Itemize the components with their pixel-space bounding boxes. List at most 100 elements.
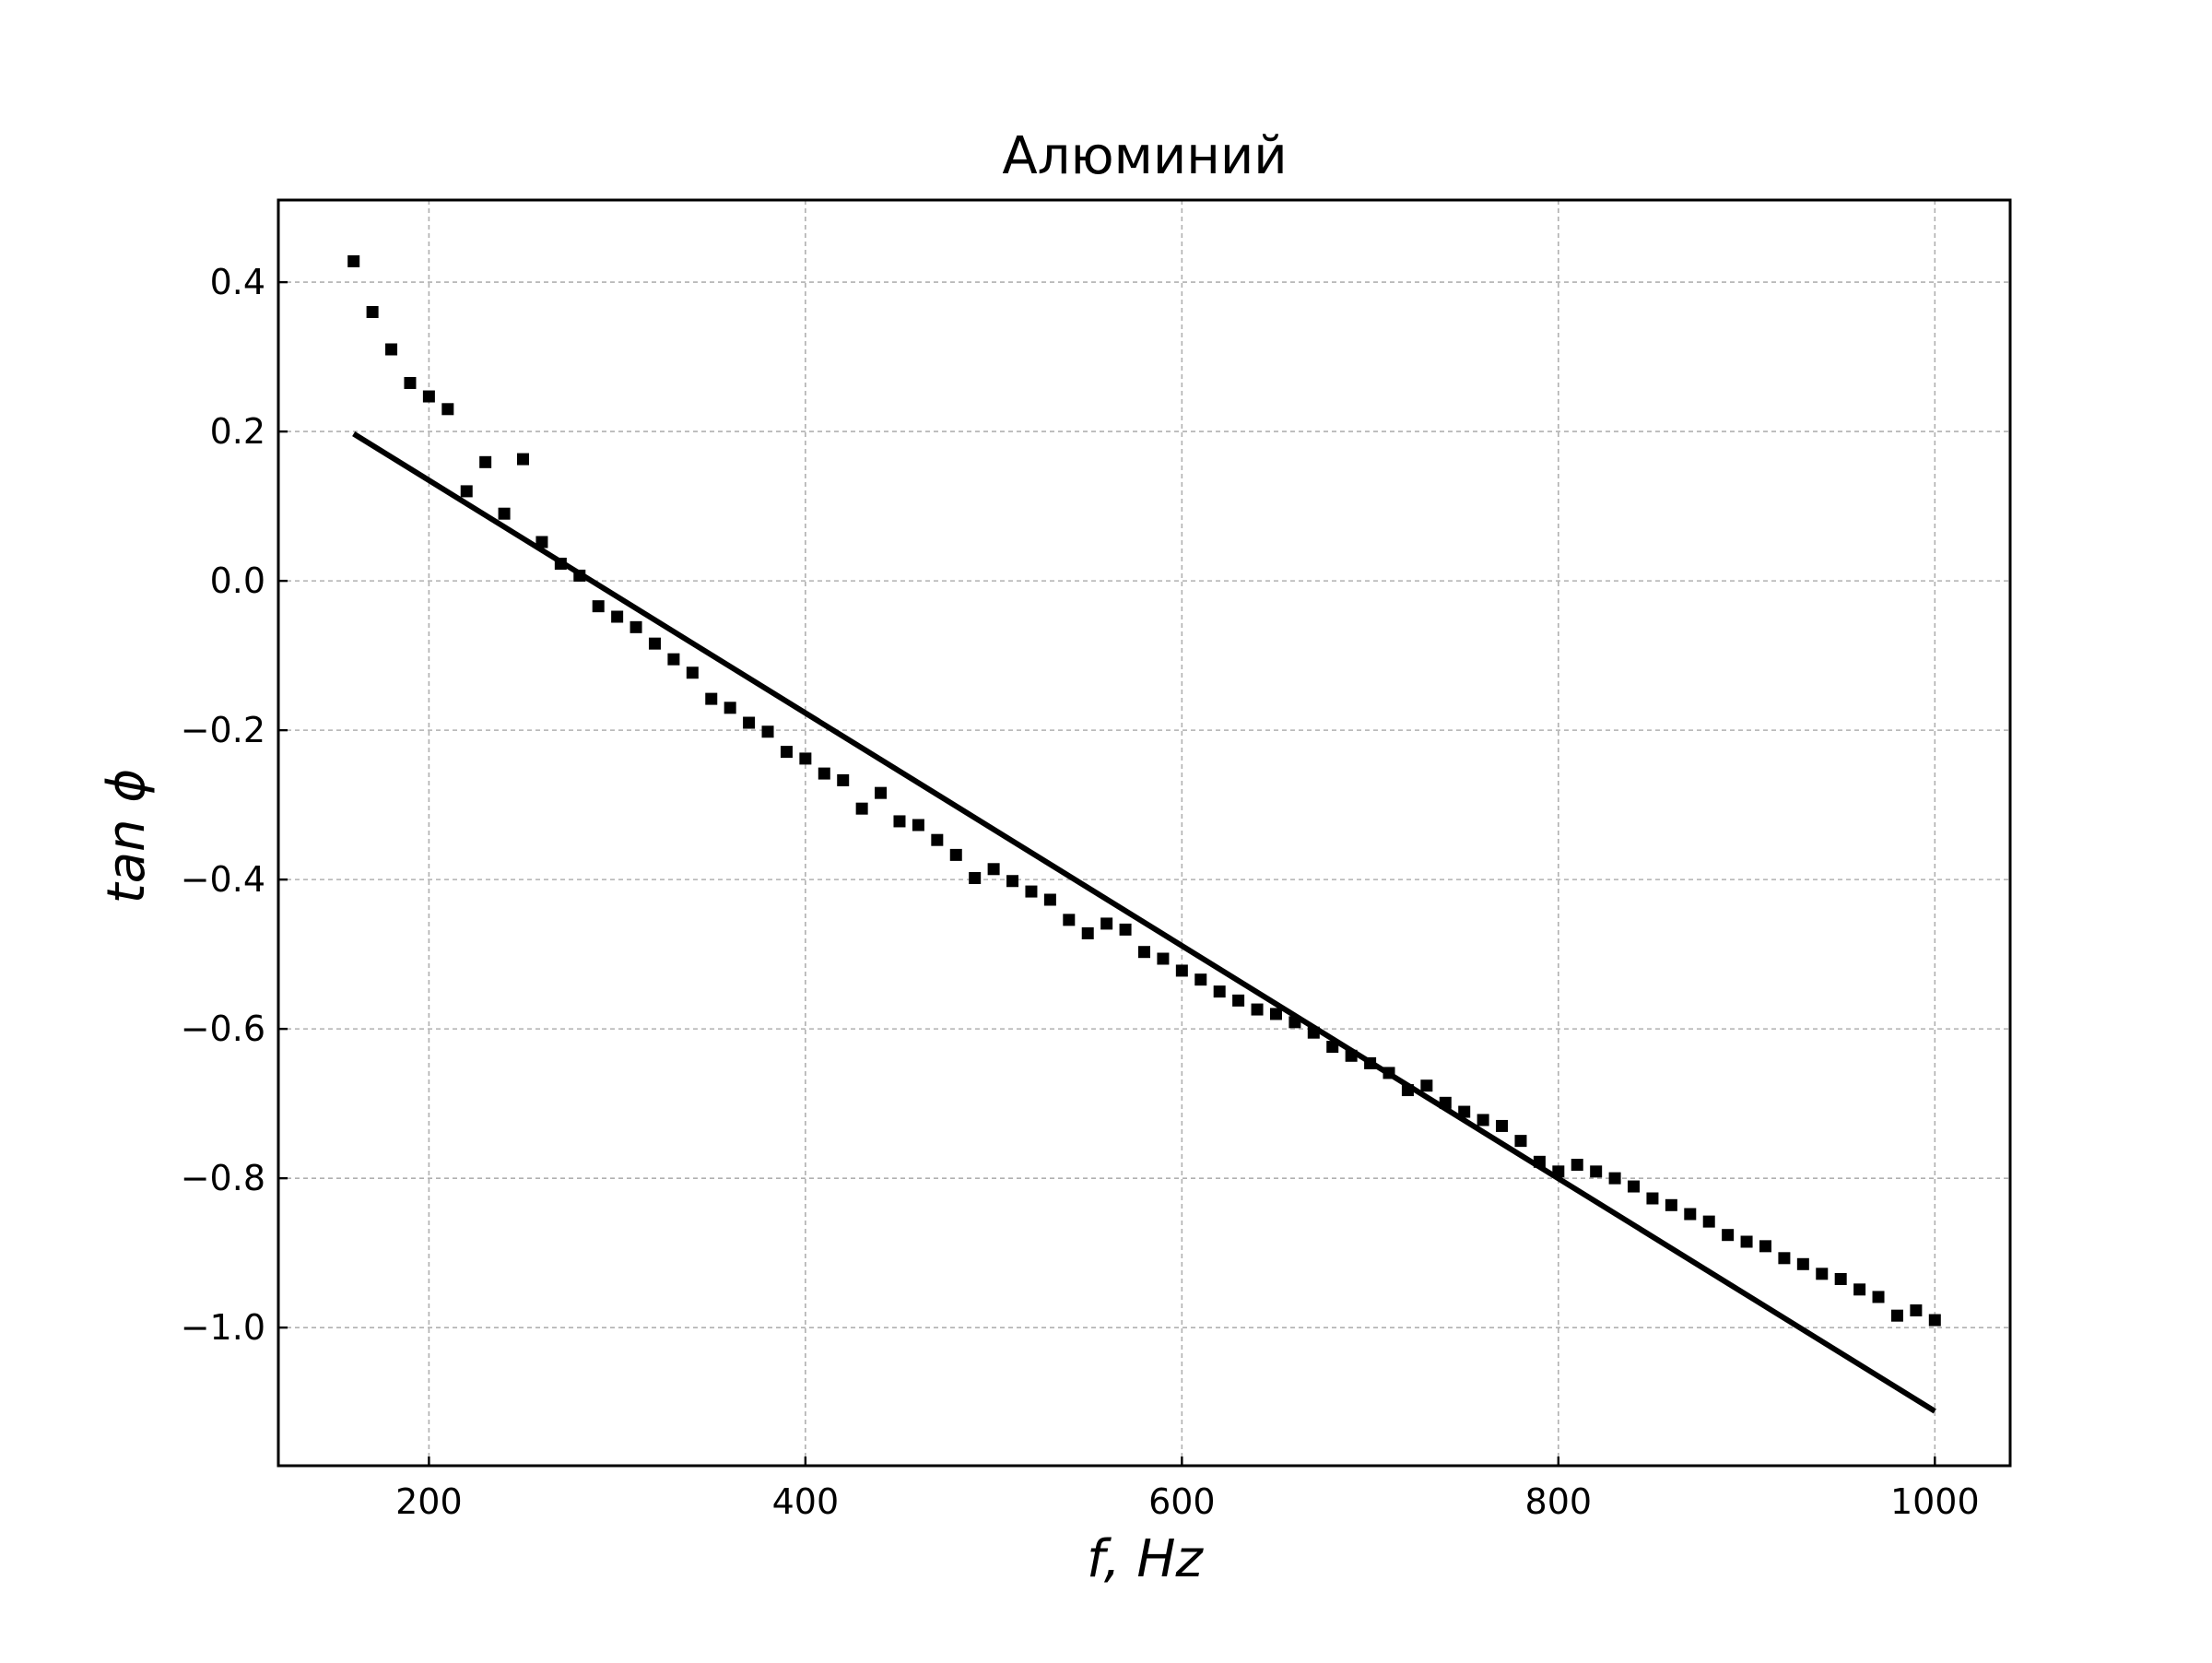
- data-point: [1025, 885, 1038, 898]
- data-point: [1043, 893, 1056, 906]
- data-point: [441, 403, 454, 416]
- data-point: [1269, 1008, 1282, 1020]
- data-point: [1890, 1309, 1903, 1322]
- data-point: [724, 702, 736, 714]
- data-point: [1251, 1003, 1264, 1016]
- data-point: [780, 746, 793, 759]
- y-tick-label: 0.4: [210, 262, 265, 302]
- data-point: [949, 848, 962, 861]
- data-point: [743, 716, 756, 729]
- data-point: [479, 455, 492, 468]
- data-point: [799, 752, 812, 765]
- x-tick-label: 600: [1148, 1481, 1216, 1522]
- fit-line-layer: [352, 430, 1936, 1414]
- data-points: [347, 254, 1941, 1327]
- data-point: [1514, 1135, 1527, 1148]
- data-point: [1702, 1215, 1715, 1228]
- data-point: [1364, 1056, 1377, 1069]
- data-point: [1853, 1283, 1866, 1296]
- data-point: [1307, 1026, 1320, 1039]
- data-point: [1665, 1198, 1677, 1211]
- data-point: [875, 786, 888, 799]
- data-point: [517, 453, 530, 466]
- x-tick-label: 1000: [1890, 1481, 1980, 1522]
- fit-line: [352, 430, 1936, 1414]
- data-point: [460, 485, 473, 498]
- data-point: [912, 819, 924, 832]
- data-point: [366, 306, 379, 319]
- data-point: [1590, 1165, 1603, 1178]
- data-point: [1608, 1172, 1621, 1185]
- data-point: [1326, 1041, 1339, 1054]
- y-tick-label: −0.8: [181, 1158, 265, 1198]
- data-point: [1382, 1067, 1395, 1079]
- y-tick-label: −0.4: [181, 859, 265, 900]
- data-point: [1796, 1257, 1809, 1270]
- data-point: [855, 802, 868, 815]
- x-tick-label: 800: [1525, 1481, 1593, 1522]
- data-point: [893, 815, 906, 828]
- data-point: [705, 692, 718, 705]
- data-point: [1628, 1180, 1641, 1193]
- data-point: [1157, 952, 1170, 965]
- data-point: [931, 833, 944, 846]
- data-point: [1439, 1096, 1452, 1109]
- data-point: [648, 637, 661, 650]
- data-point: [1477, 1114, 1489, 1126]
- data-point: [761, 725, 774, 738]
- data-point: [1138, 946, 1150, 959]
- data-point: [1401, 1084, 1414, 1097]
- data-point: [535, 536, 548, 548]
- data-point: [1722, 1229, 1735, 1242]
- data-point: [1213, 985, 1226, 998]
- data-point: [1533, 1155, 1546, 1168]
- data-point: [1834, 1272, 1847, 1285]
- x-axis-title: f, Hz: [1087, 1529, 1204, 1589]
- data-point: [1571, 1159, 1583, 1172]
- data-point: [592, 600, 605, 613]
- data-point: [1119, 923, 1132, 936]
- y-axis-title: tan ϕ: [97, 769, 157, 904]
- data-point: [667, 653, 680, 666]
- data-point: [1100, 917, 1113, 930]
- data-point: [1345, 1049, 1358, 1062]
- data-point: [1288, 1016, 1301, 1029]
- data-point: [1175, 964, 1188, 977]
- data-point: [1740, 1235, 1753, 1248]
- data-point: [837, 773, 850, 786]
- y-tick-label: 0.2: [210, 411, 265, 452]
- x-tick-label: 400: [772, 1481, 840, 1522]
- data-point: [1006, 875, 1019, 888]
- y-tick-label: −1.0: [181, 1307, 265, 1348]
- data-point: [347, 254, 360, 267]
- data-point: [1778, 1252, 1791, 1265]
- data-point: [404, 376, 417, 389]
- data-point: [1759, 1240, 1771, 1253]
- data-point: [498, 507, 511, 520]
- data-point: [1458, 1105, 1471, 1118]
- chart-title: Алюминий: [1002, 126, 1287, 186]
- data-point: [1910, 1304, 1923, 1317]
- data-point: [385, 343, 398, 356]
- data-point: [1063, 914, 1076, 926]
- y-tick-label: −0.2: [181, 710, 265, 750]
- y-tick-label: 0.0: [210, 560, 265, 601]
- data-point: [987, 863, 1000, 876]
- data-point: [611, 610, 624, 623]
- grid: [278, 200, 2010, 1466]
- data-point: [1496, 1119, 1509, 1132]
- data-point: [1816, 1268, 1829, 1280]
- data-point: [629, 620, 642, 633]
- data-point: [1232, 994, 1245, 1007]
- data-point: [1552, 1165, 1565, 1178]
- data-point: [1420, 1079, 1433, 1092]
- data-point: [1684, 1208, 1697, 1221]
- y-tick-label: −0.6: [181, 1008, 265, 1049]
- data-point: [818, 767, 830, 780]
- data-point: [969, 872, 982, 885]
- x-tick-label: 200: [395, 1481, 463, 1522]
- data-point: [1194, 973, 1207, 986]
- plot-frame: [276, 198, 2012, 1468]
